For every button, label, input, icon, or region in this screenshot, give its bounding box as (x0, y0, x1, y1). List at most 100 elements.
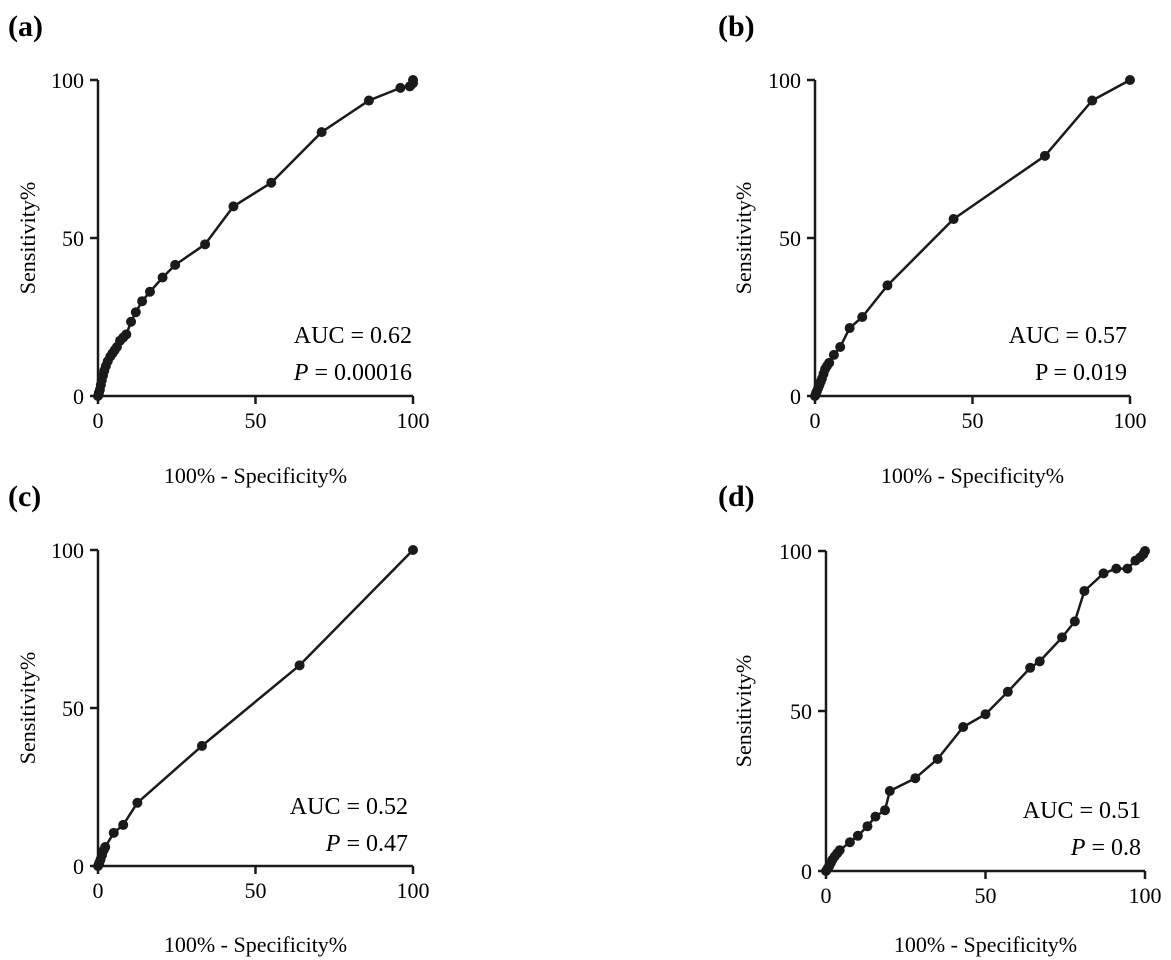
roc-data-point (835, 342, 846, 353)
p-value-annotation: P = 0.47 (325, 831, 408, 857)
roc-data-point (862, 821, 873, 832)
x-axis-title: 100% - Specificity% (894, 932, 1077, 957)
x-axis-title: 100% - Specificity% (164, 932, 347, 957)
roc-data-point (1122, 563, 1133, 574)
roc-data-point (1098, 568, 1109, 579)
x-tick-label: 100 (1114, 408, 1147, 433)
roc-data-point (363, 95, 374, 106)
roc-data-point (844, 837, 855, 848)
roc-data-point (844, 323, 855, 334)
p-value-text: = 0.47 (340, 831, 408, 857)
roc-data-point (1079, 586, 1090, 596)
roc-data-point (137, 296, 148, 307)
roc-data-point (1087, 95, 1098, 106)
roc-data-point (132, 797, 143, 808)
p-symbol: P (1070, 835, 1086, 861)
x-axis-title: 100% - Specificity% (881, 463, 1064, 488)
roc-data-point (880, 805, 891, 816)
panel-label: (c) (8, 480, 41, 513)
roc-data-point (884, 786, 895, 796)
y-tick-label: 50 (62, 696, 84, 721)
p-value-text: = 0.8 (1085, 835, 1141, 861)
roc-data-point (932, 754, 943, 764)
roc-data-point (1057, 632, 1068, 643)
x-tick-label: 50 (245, 878, 267, 903)
roc-data-point (824, 357, 835, 368)
panel-label: (d) (718, 480, 755, 513)
roc-data-point (170, 259, 181, 270)
y-axis-title: Sensitivity% (15, 652, 40, 764)
roc-data-point (100, 842, 111, 853)
x-tick-label: 50 (962, 408, 984, 433)
roc-data-point (196, 740, 207, 751)
x-tick-label: 0 (93, 408, 104, 433)
roc-data-point (1034, 656, 1045, 667)
x-tick-label: 0 (93, 878, 104, 903)
roc-data-point (882, 280, 893, 291)
roc-data-point (870, 811, 881, 822)
roc-data-point (126, 316, 137, 327)
y-tick-label: 100 (51, 538, 84, 563)
x-tick-label: 100 (1129, 883, 1162, 908)
y-tick-label: 100 (768, 68, 801, 93)
roc-data-point (1002, 686, 1013, 697)
roc-data-point (316, 127, 327, 138)
roc-data-point (1025, 662, 1036, 673)
roc-data-point (121, 329, 132, 340)
x-tick-label: 100 (397, 408, 430, 433)
x-tick-label: 0 (821, 883, 832, 908)
roc-data-point (834, 845, 845, 856)
p-value-text: = 0.00016 (308, 360, 412, 386)
roc-data-point (266, 177, 277, 188)
roc-data-point (108, 827, 119, 838)
y-tick-label: 50 (62, 226, 84, 251)
panel-label: (b) (718, 10, 755, 43)
x-tick-label: 50 (245, 408, 267, 433)
roc-data-point (910, 773, 921, 784)
roc-data-point (130, 307, 141, 318)
panel-c: (c) 0 50 100 0 50 100 100% - Specificity% Sensit… (8, 480, 430, 957)
roc-data-point (157, 272, 168, 283)
p-value-annotation: P = 0.019 (1035, 360, 1127, 386)
roc-data-point (408, 545, 418, 555)
p-value-text: P = 0.019 (1035, 360, 1127, 386)
auc-annotation: AUC = 0.57 (1009, 323, 1127, 349)
roc-data-point (1140, 546, 1150, 556)
roc-data-point (408, 75, 418, 85)
p-symbol: P (293, 360, 309, 386)
roc-data-point (228, 201, 239, 212)
auc-annotation: AUC = 0.51 (1023, 798, 1141, 824)
roc-data-point (857, 312, 868, 322)
y-tick-label: 50 (790, 699, 812, 724)
roc-data-point (144, 286, 155, 297)
roc-data-point (395, 82, 406, 93)
p-value-annotation: P = 0.8 (1070, 835, 1141, 861)
roc-data-point (118, 819, 129, 830)
y-tick-label: 0 (801, 859, 812, 884)
roc-data-point (980, 709, 991, 720)
panel-d: (d) 0 50 100 0 50 100 100% - Specificity% Sensit… (718, 480, 1162, 957)
roc-data-point (1069, 616, 1080, 627)
x-axis-title: 100% - Specificity% (164, 463, 347, 488)
roc-data-point (1125, 75, 1135, 85)
panel-label: (a) (8, 10, 43, 43)
x-tick-label: 100 (397, 878, 430, 903)
y-tick-label: 100 (51, 68, 84, 93)
x-tick-label: 0 (810, 408, 821, 433)
roc-data-point (958, 722, 969, 732)
roc-data-point (852, 830, 863, 841)
p-value-annotation: P = 0.00016 (293, 360, 412, 386)
auc-annotation: AUC = 0.52 (290, 794, 408, 820)
auc-annotation: AUC = 0.62 (294, 323, 412, 349)
roc-data-point (1039, 150, 1050, 161)
panel-a: (a) 0 50 100 0 50 100 100% - Specificity% Sensit… (8, 10, 430, 488)
y-tick-label: 100 (779, 539, 812, 564)
y-tick-label: 0 (790, 384, 801, 409)
y-axis-title: Sensitivity% (731, 655, 756, 767)
roc-data-point (200, 239, 211, 250)
y-tick-label: 0 (73, 384, 84, 409)
panel-b: (b) 0 50 100 0 50 100 100% - Specificity% Sensit… (718, 10, 1147, 488)
roc-data-point (828, 349, 839, 360)
y-axis-title: Sensitivity% (15, 182, 40, 294)
